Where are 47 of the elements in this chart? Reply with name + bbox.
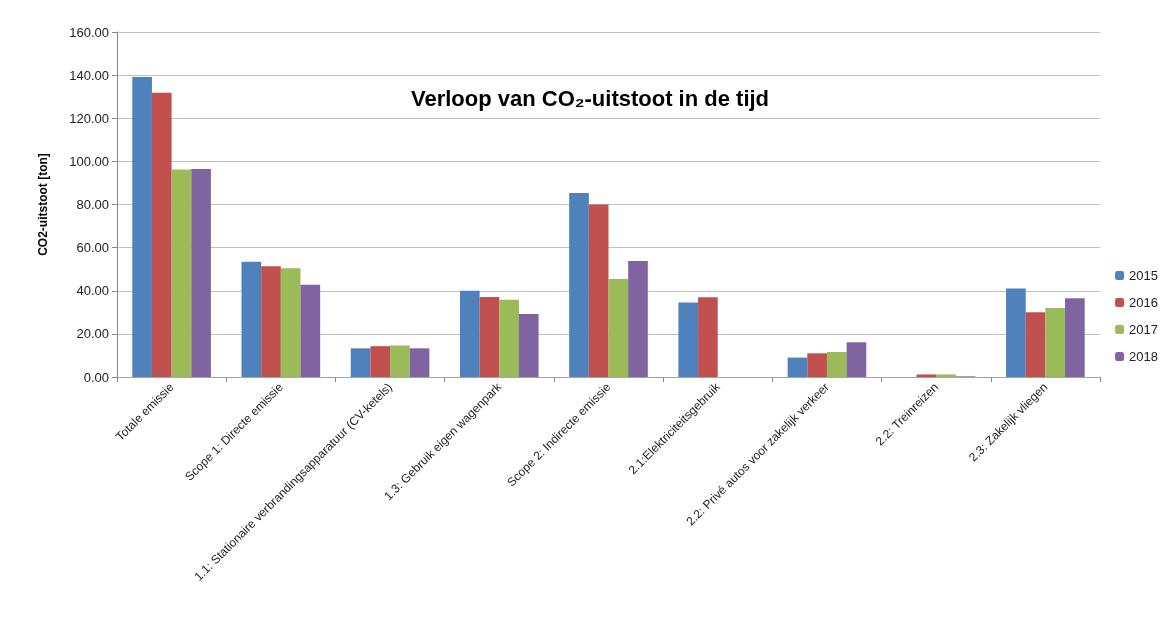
bar: [1025, 312, 1046, 377]
y-tick-label: 80.00: [76, 197, 109, 212]
bar: [1006, 288, 1026, 377]
bar: [151, 92, 172, 377]
bar: [171, 169, 192, 377]
bar: [807, 353, 827, 377]
bar: [280, 268, 301, 377]
y-tick-label: 140.00: [69, 67, 109, 83]
y-tick-label: 120.00: [69, 110, 109, 126]
bar: [936, 374, 956, 377]
bar: [479, 297, 500, 377]
legend-label: 2016: [1129, 295, 1158, 310]
bar: [588, 204, 609, 377]
bar: [499, 299, 519, 377]
bar: [608, 278, 629, 377]
bar: [132, 77, 152, 377]
text: Verloop van CO₂-uitstoot in de tijd: [410, 85, 770, 111]
y-tick-label: 0.00: [83, 369, 109, 385]
bar: [787, 357, 808, 377]
bar: [678, 302, 699, 377]
y-tick-label: 100.00: [69, 153, 109, 169]
y-tick-label: 20.00: [76, 326, 109, 342]
bar: [409, 348, 430, 377]
legend-label: 2015: [1129, 268, 1158, 283]
bar: [569, 193, 589, 377]
bar: [191, 168, 211, 377]
y-axis-title: CO2-uitstoot [ton]: [36, 153, 50, 256]
bar: [846, 342, 867, 377]
bar: [1065, 298, 1085, 377]
bar: [826, 351, 847, 377]
legend-label: 2017: [1129, 322, 1158, 337]
y-tick-label: 60.00: [76, 240, 109, 256]
bar: [459, 290, 480, 377]
bar: [370, 346, 391, 377]
bar: [916, 374, 937, 377]
bar: [1045, 308, 1066, 377]
bar: [241, 261, 262, 377]
bar: [261, 266, 281, 377]
y-tick-label: 160.00: [69, 24, 109, 40]
bar: [300, 284, 321, 377]
bar: [390, 345, 410, 377]
bar: [518, 314, 539, 377]
y-tick-label: 40.00: [76, 283, 109, 299]
legend-label: 2018: [1129, 349, 1158, 364]
bar: [698, 297, 718, 377]
bar: [350, 348, 371, 377]
bar: [628, 260, 648, 377]
